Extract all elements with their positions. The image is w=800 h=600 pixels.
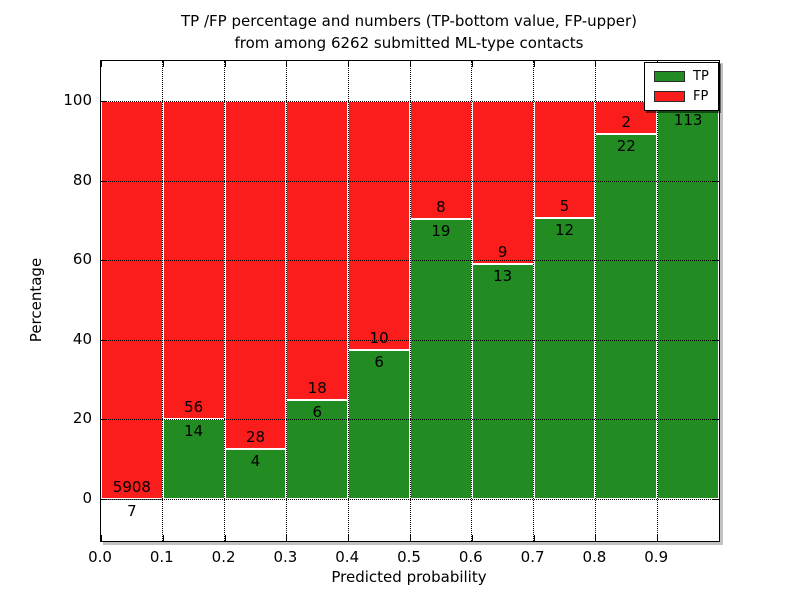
gridline-vertical (162, 61, 164, 541)
x-axis-tick (410, 535, 411, 541)
legend-swatch-tp-icon (654, 71, 685, 82)
chart-title: TP /FP percentage and numbers (TP-bottom… (181, 10, 637, 54)
bar-segment-tp (471, 263, 534, 499)
x-tick-label: 0.9 (644, 548, 669, 566)
bar-label-tp: 6 (312, 402, 323, 421)
plot-area: 5908756142841861068199135122222113 (100, 60, 720, 542)
y-tick-label: 60 (72, 250, 92, 269)
y-axis-tick-right (713, 499, 719, 500)
bar-label-fp: 8 (436, 197, 446, 216)
y-tick-label: 80 (72, 170, 92, 189)
x-tick-label: 0.3 (273, 548, 298, 566)
y-axis-tick (101, 101, 107, 102)
bar-label-tp: 113 (673, 110, 703, 129)
bar-label-fp: 10 (369, 328, 389, 347)
legend: TP FP (644, 62, 719, 111)
y-axis-tick-right (713, 339, 719, 341)
y-axis-tick-right (713, 260, 719, 262)
x-axis-tick-top (101, 61, 102, 67)
bar-label-tp: 7 (127, 501, 137, 520)
gridline-vertical (533, 61, 535, 541)
y-axis-tick (101, 260, 107, 262)
y-tick-label: 100 (63, 91, 92, 109)
x-tick-label: 0.6 (458, 548, 483, 566)
gridline-vertical (594, 61, 596, 541)
gridline-vertical (656, 61, 658, 541)
x-tick-label: 0.5 (397, 548, 421, 566)
bar-label-fp: 28 (245, 428, 266, 447)
x-axis-tick (348, 535, 350, 541)
bar-label-tp: 14 (184, 422, 204, 441)
y-axis-tick-right (713, 180, 719, 182)
bar-segment-tp (595, 134, 658, 499)
x-axis-tick (533, 535, 535, 541)
x-axis-tick-top (471, 61, 473, 67)
x-axis-tick-top (533, 61, 535, 67)
x-axis-label: Predicted probability (331, 568, 487, 586)
legend-entry-tp: TP (654, 70, 709, 83)
bar-label-fp: 9 (497, 242, 508, 261)
x-tick-label: 0.1 (149, 548, 174, 566)
x-tick-label: 0.0 (88, 548, 112, 566)
bar-segment-fp (348, 101, 410, 350)
bar-segment-fp (286, 101, 349, 400)
y-axis-tick (101, 499, 107, 500)
bar-segment-fp (224, 101, 287, 450)
y-axis-tick (101, 180, 107, 182)
bar-label-tp: 22 (616, 137, 636, 156)
x-axis-tick (657, 535, 659, 541)
bar-label-tp: 6 (374, 352, 384, 371)
y-tick-label: 0 (82, 489, 92, 507)
bar-label-fp: 18 (307, 378, 327, 397)
gridline-vertical (224, 61, 226, 541)
legend-swatch-fp-icon (654, 91, 685, 102)
chart-title-line2: from among 6262 submitted ML-type contac… (234, 34, 584, 52)
bar-label-fp: 2 (621, 113, 632, 132)
x-axis-tick-top (348, 61, 350, 67)
x-axis-tick (101, 535, 102, 541)
bar-segment-tp (348, 349, 410, 499)
x-tick-label: 0.7 (520, 548, 545, 566)
x-axis-tick-top (224, 61, 226, 67)
y-axis-tick (101, 419, 107, 421)
x-axis-tick (224, 535, 226, 541)
bar-label-fp: 5908 (112, 477, 151, 496)
x-axis-tick-top (595, 61, 597, 67)
y-axis-tick (101, 339, 107, 341)
x-tick-label: 0.2 (211, 548, 236, 566)
x-axis-tick (286, 535, 288, 541)
legend-entry-fp: FP (654, 90, 709, 103)
x-axis-tick (162, 535, 164, 541)
x-tick-label: 0.8 (582, 548, 607, 566)
bar-label-tp: 4 (250, 452, 261, 471)
gridline-vertical (347, 61, 349, 541)
y-tick-label: 40 (72, 329, 92, 348)
chart-title-line1: TP /FP percentage and numbers (TP-bottom… (181, 12, 637, 30)
bar-segment-tp (162, 419, 225, 499)
bar-label-tp: 19 (431, 221, 451, 240)
x-tick-label: 0.4 (335, 548, 360, 566)
bar-segment-tp (657, 107, 719, 499)
bar-label-tp: 12 (554, 221, 575, 240)
y-tick-label: 20 (72, 409, 92, 428)
bar-segment-fp (101, 101, 163, 499)
x-axis-tick-top (162, 61, 164, 67)
x-axis-tick (595, 535, 597, 541)
legend-label-fp: FP (693, 89, 709, 104)
bar-label-fp: 56 (184, 398, 204, 417)
bar-segment-fp (471, 101, 534, 264)
x-axis-tick-top (410, 61, 411, 67)
x-axis-tick-top (286, 61, 288, 67)
bar-label-tp: 13 (493, 266, 513, 285)
gridline-vertical (285, 61, 287, 541)
bar-label-fp: 5 (559, 197, 570, 216)
gridline-vertical (471, 61, 473, 541)
gridline-vertical (409, 61, 411, 541)
y-axis-tick-right (713, 419, 719, 421)
x-axis-tick (471, 535, 473, 541)
legend-label-tp: TP (693, 69, 709, 84)
